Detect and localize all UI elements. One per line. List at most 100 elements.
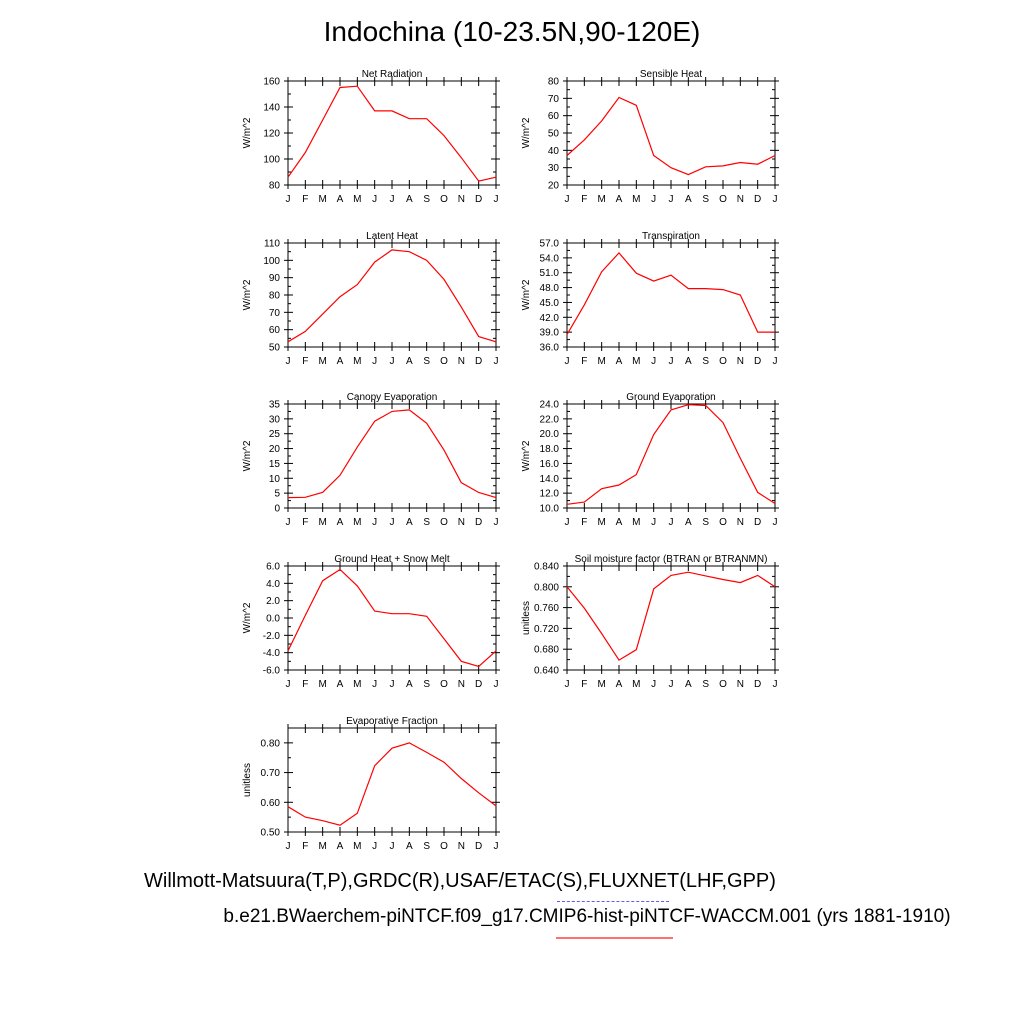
y-axis-label: W/m^2 [521,440,532,471]
y-tick-label: 90 [269,273,281,284]
x-tick-label: J [494,194,499,205]
y-tick-label: 10.0 [540,504,560,515]
series-line [287,568,497,668]
x-tick-label: F [581,679,587,690]
y-tick-label: 0.760 [534,603,559,614]
plot-frame [287,565,497,671]
x-tick-label: D [754,194,761,205]
x-tick-label: A [337,679,344,690]
x-tick-label: O [440,679,448,690]
y-tick-label: 30 [548,163,560,174]
y-axis-label: unitless [521,601,532,635]
y-tick-label: 160 [263,77,280,88]
plot-frame [566,242,776,348]
y-tick-label: 70 [548,94,560,105]
x-tick-label: J [286,194,291,205]
plot-frame [287,80,497,186]
x-tick-label: A [616,356,623,367]
x-tick-label: J [390,517,395,528]
x-tick-label: M [597,679,605,690]
x-tick-label: D [475,841,482,852]
x-tick-label: J [390,194,395,205]
x-tick-label: D [475,679,482,690]
y-tick-label: 0 [274,504,280,515]
x-tick-label: J [651,679,656,690]
y-tick-label: 51.0 [540,268,560,279]
x-tick-label: O [719,194,727,205]
y-tick-label: -4.0 [263,648,281,659]
x-tick-label: J [372,517,377,528]
chart-title: Soil moisture factor (BTRAN or BTRANMN) [575,554,768,565]
x-tick-label: F [581,517,587,528]
series-line [566,404,776,505]
x-tick-label: F [302,841,308,852]
x-tick-label: J [773,679,778,690]
chart-soil-moisture-factor-btran-or-btranmn: Soil moisture factor (BTRAN or BTRANMN) u… [521,554,779,690]
x-tick-label: M [353,194,361,205]
y-tick-label: 0.800 [534,582,559,593]
y-axis-label: W/m^2 [242,117,253,148]
y-axis-label: W/m^2 [521,279,532,310]
y-tick-label: 18.0 [540,444,560,455]
series-line [287,409,497,499]
x-tick-label: N [458,679,465,690]
x-tick-label: J [494,356,499,367]
plot-frame [287,403,497,509]
x-tick-label: D [475,356,482,367]
x-tick-label: A [685,194,692,205]
x-tick-label: M [318,679,326,690]
y-tick-label: 24.0 [540,400,560,411]
x-tick-label: J [773,356,778,367]
y-tick-label: 45.0 [540,298,560,309]
x-tick-label: M [632,517,640,528]
x-tick-label: O [440,194,448,205]
x-tick-label: J [390,356,395,367]
x-tick-label: O [440,841,448,852]
chart-title: Evaporative Fraction [346,716,438,727]
x-tick-label: O [719,356,727,367]
x-tick-label: J [669,356,674,367]
x-tick-label: A [337,517,344,528]
y-tick-label: 50 [269,343,281,354]
x-tick-label: A [685,356,692,367]
chart-title: Transpiration [642,231,700,242]
x-tick-label: M [632,194,640,205]
y-tick-label: 0.70 [261,768,281,779]
y-tick-label: 0.60 [261,798,281,809]
x-tick-label: M [597,194,605,205]
x-tick-label: J [286,679,291,690]
y-tick-label: 0.0 [266,614,280,625]
x-tick-label: M [597,517,605,528]
x-tick-label: D [754,517,761,528]
x-tick-label: A [406,356,413,367]
x-tick-label: S [702,356,709,367]
x-tick-label: J [651,517,656,528]
y-tick-label: 40 [548,146,560,157]
y-tick-label: 22.0 [540,414,560,425]
y-tick-label: 42.0 [540,313,560,324]
y-tick-label: 54.0 [540,253,560,264]
y-tick-label: 0.680 [534,645,559,656]
x-tick-label: N [737,679,744,690]
chart-title: Ground Heat + Snow Melt [334,554,450,565]
y-tick-label: 12.0 [540,489,560,500]
y-tick-label: 25 [269,429,281,440]
x-tick-label: J [565,194,570,205]
y-tick-label: 35 [269,400,281,411]
x-tick-label: N [737,517,744,528]
plot-frame [566,403,776,509]
y-tick-label: 57.0 [540,239,560,250]
x-tick-label: M [318,194,326,205]
x-tick-label: D [754,679,761,690]
x-tick-label: M [353,517,361,528]
x-tick-label: A [616,679,623,690]
y-tick-label: 50 [548,129,560,140]
x-tick-label: M [353,841,361,852]
y-tick-label: 2.0 [266,596,280,607]
x-tick-label: A [337,194,344,205]
x-tick-label: S [423,679,430,690]
x-tick-label: F [302,356,308,367]
